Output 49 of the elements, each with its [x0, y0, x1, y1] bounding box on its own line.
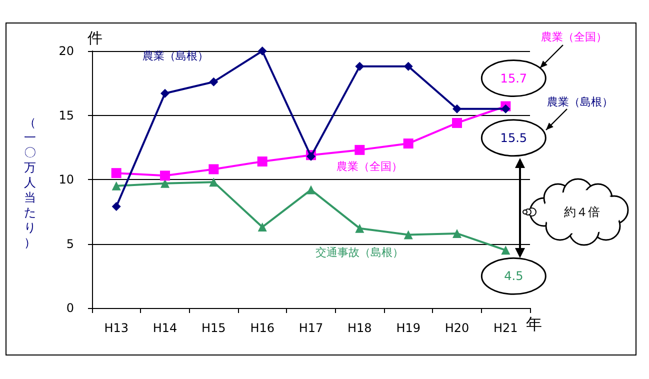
annotation: 4.5 — [504, 269, 524, 284]
point — [160, 88, 170, 98]
text: 農業（島根） — [547, 96, 613, 108]
x-tick-label: H18 — [348, 321, 372, 335]
y-tick-label: 10 — [58, 172, 74, 186]
x-tick-label: H16 — [250, 321, 274, 335]
x-axis-title: 年 — [526, 314, 542, 334]
point — [258, 222, 267, 232]
point — [501, 104, 510, 114]
annotation: 15.5 — [500, 130, 528, 145]
point — [306, 185, 316, 194]
point — [160, 170, 170, 181]
series-label: 農業（島根） — [142, 50, 209, 63]
point — [452, 104, 462, 114]
point — [403, 138, 414, 149]
point — [452, 118, 462, 128]
point — [112, 202, 121, 211]
point — [208, 164, 219, 174]
point — [355, 62, 364, 71]
point — [257, 156, 268, 167]
text: （一〇万人当たり） — [24, 116, 36, 250]
x-tick-label: H17 — [298, 321, 324, 335]
x-tick-label: H20 — [444, 321, 470, 335]
annotation: 15.7 — [500, 71, 528, 86]
y-tick-label: 20 — [58, 44, 74, 58]
x-tick-label: H14 — [152, 321, 178, 335]
point — [404, 230, 413, 240]
point — [209, 178, 218, 187]
y-tick-label: 0 — [66, 301, 74, 315]
x-tick-label: H15 — [202, 321, 226, 335]
series-label: 農業（全国） — [336, 160, 403, 174]
text: 農業（全国） — [541, 30, 607, 44]
y-tick-label: 5 — [66, 236, 74, 251]
point — [404, 62, 413, 71]
x-tick-label: H13 — [104, 321, 128, 335]
point — [209, 77, 218, 86]
point — [354, 144, 365, 155]
text: 件 — [88, 29, 102, 47]
point — [452, 228, 462, 238]
point — [355, 224, 364, 233]
point — [258, 46, 267, 56]
text: 約４倍 — [564, 205, 600, 219]
series-label: 交通事故（島根） — [316, 246, 404, 260]
x-tick-label: H19 — [396, 321, 420, 335]
x-tick-label: H21 — [494, 321, 518, 335]
point — [112, 181, 121, 190]
point — [501, 246, 510, 255]
y-tick-label: 15 — [58, 108, 74, 122]
point — [111, 168, 122, 178]
